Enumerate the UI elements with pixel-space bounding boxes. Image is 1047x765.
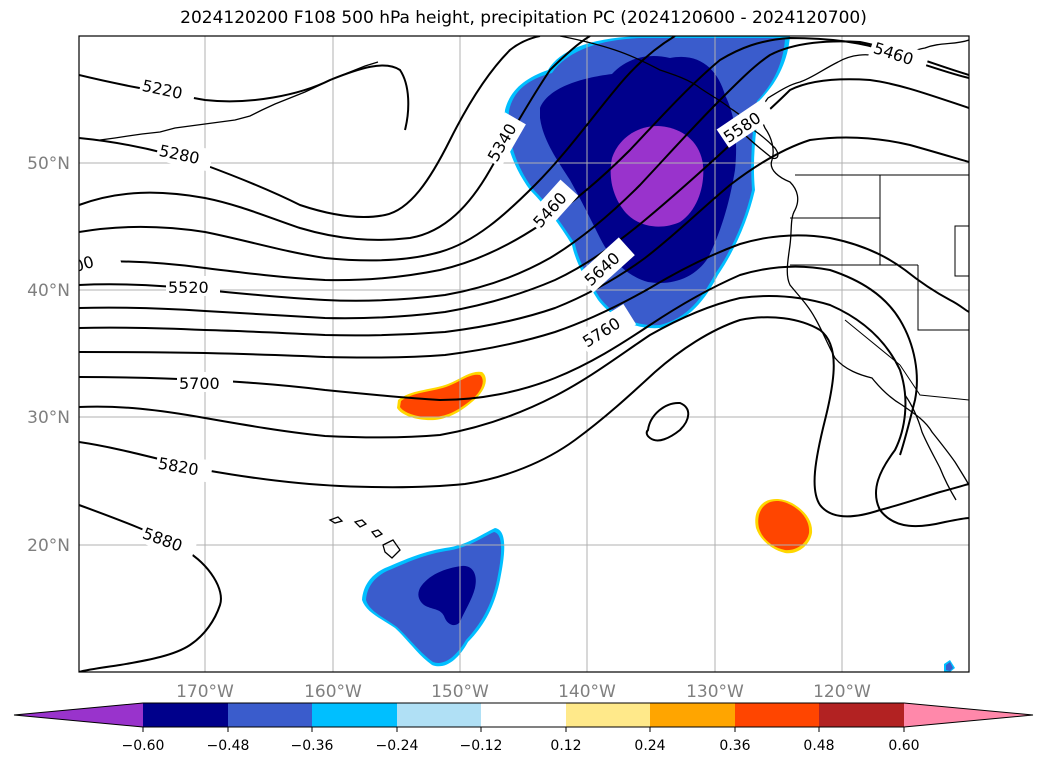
colorbar-bin-2 [312,703,397,727]
contour-5880 [79,316,969,518]
lat-label-20n: 20°N [27,536,70,556]
north-america-coast [760,39,969,486]
map-gridlines [79,36,969,672]
colorbar-bin-4 [481,703,566,727]
contour-label-5700: 5700 [179,374,220,393]
colorbar-tick-2: −0.36 [291,738,334,754]
precip-subtropical-positive [758,500,810,551]
precip-southeast-negative [946,662,953,671]
lat-label-30n: 30°N [27,408,70,428]
colorbar-tick-6: 0.24 [634,738,665,754]
colorbar-bin-7 [735,703,819,727]
colorbar-tick-1: −0.48 [207,738,250,754]
colorbar-tick-5: 0.12 [550,738,581,754]
colorbar-bin-6 [650,703,735,727]
precip-central-pacific-positive [400,374,483,418]
hawaii-islands [328,516,401,559]
lon-label-160w: 160°W [304,682,362,702]
precip-hawaii-negative [418,565,476,626]
lat-label-50n: 50°N [27,154,70,174]
colorbar-bin-3 [397,703,481,727]
lon-label-140w: 140°W [558,682,616,702]
colorbar-tick-7: 0.36 [719,738,750,754]
longitude-labels: 170°W 160°W 150°W 140°W 130°W 120°W [176,682,871,702]
colorbar-tick-0: −0.60 [122,738,165,754]
alaska-coast [559,36,753,129]
political-borders [790,174,969,401]
height-contours [79,36,969,672]
colorbar-extend-left [14,703,143,727]
lat-label-40n: 40°N [27,281,70,301]
colorbar-tick-3: −0.24 [376,738,419,754]
map-panel: 5220 5280 5340 5400 5460 5460 5520 5580 … [79,36,969,672]
map-frame [78,35,970,673]
contour-5700 [79,234,969,359]
contour-5520 [79,40,969,302]
colorbar-tick-8: 0.48 [803,738,834,754]
colorbar-bin-1 [228,703,312,727]
contour-small-loop [645,401,690,442]
contour-5400 [79,36,676,262]
contour-5640 [79,136,969,337]
colorbar-bin-8 [819,703,904,727]
contour-5760 [79,265,918,456]
lon-label-120w: 120°W [813,682,871,702]
precip-shading [362,36,955,672]
contour-5820 [79,295,969,528]
colorbar-bin-0 [143,703,228,727]
lon-label-170w: 170°W [176,682,234,702]
latitude-labels: 50°N 40°N 30°N 20°N [27,154,70,556]
colorbar-tick-4: −0.12 [460,738,503,754]
page-title: 2024120200 F108 500 hPa height, precipit… [180,8,867,28]
colorbar-tick-9: 0.60 [888,738,919,754]
contour-5580 [79,78,969,320]
lon-label-130w: 130°W [686,682,744,702]
precip-ne-pacific-strong [610,126,704,227]
contour-label-5520: 5520 [168,278,209,297]
colorbar-bin-5 [566,703,650,727]
lon-label-150w: 150°W [431,682,489,702]
vancouver-island [744,123,779,160]
colorbar: −0.60 −0.48 −0.36 −0.24 −0.12 0.12 0.24 … [13,702,1034,754]
contour-5340 [79,36,591,241]
baja-coast [904,394,957,501]
colorbar-extend-right [904,703,1033,727]
